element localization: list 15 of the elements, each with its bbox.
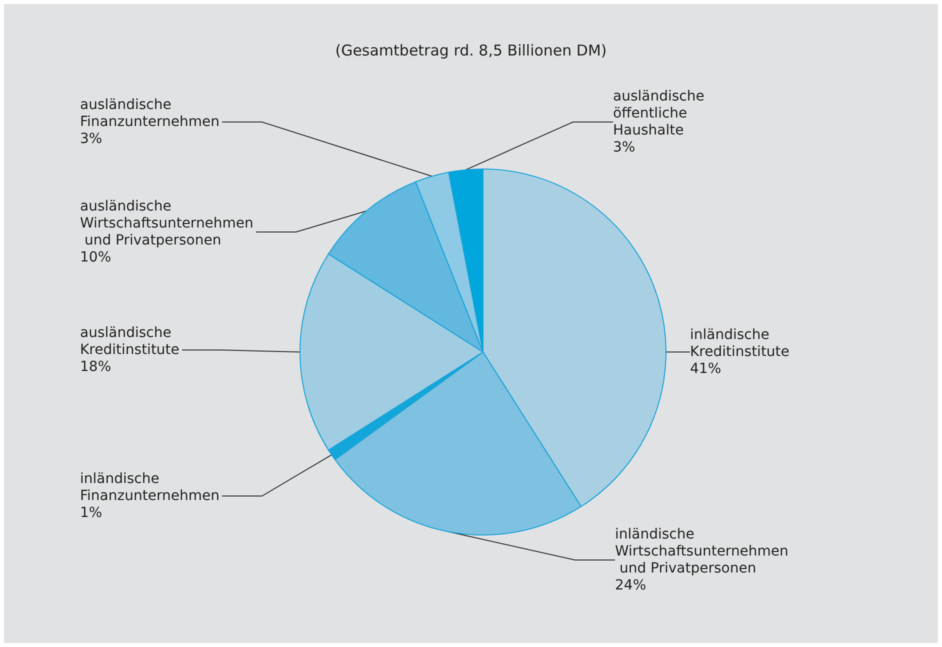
slice-label: ausländische Finanzunternehmen — [80, 97, 220, 130]
slice-label: inländische Kreditinstitute — [690, 327, 790, 360]
data-label: 1% — [80, 505, 102, 521]
data-label: 3% — [80, 131, 102, 147]
slice-label: inländische Wirtschaftsunternehmen und Privatpersonen — [615, 526, 788, 576]
data-label: 3% — [613, 140, 636, 156]
data-label: 24% — [615, 578, 646, 594]
data-label: 10% — [80, 250, 112, 266]
data-label: 41% — [690, 361, 722, 377]
slice-label: inländische Finanzunternehmen — [80, 471, 220, 504]
data-label: 18% — [80, 359, 112, 375]
chart-title: (Gesamtbetrag rd. 8,5 Billionen DM) — [335, 42, 607, 60]
slice-label: ausländische Kreditinstitute — [80, 325, 180, 358]
slice-label: ausländische Wirtschaftsunternehmen und Privatpersonen — [80, 198, 254, 248]
slice-label: ausländische öffentliche Haushalte — [613, 88, 709, 138]
